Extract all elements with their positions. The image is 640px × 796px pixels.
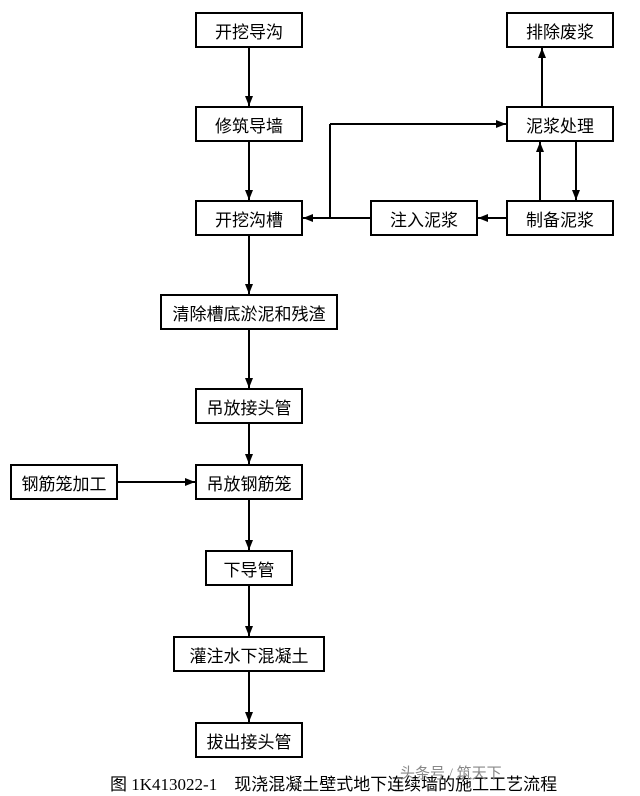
flow-node-n7: 下导管 <box>205 550 293 586</box>
flow-node-n8: 灌注水下混凝土 <box>173 636 325 672</box>
flow-node-n3: 开挖沟槽 <box>195 200 303 236</box>
flow-node-n10: 排除废浆 <box>506 12 614 48</box>
flow-node-n2: 修筑导墙 <box>195 106 303 142</box>
flow-node-n6: 吊放钢筋笼 <box>195 464 303 500</box>
flow-node-n1: 开挖导沟 <box>195 12 303 48</box>
flow-node-n4: 清除槽底淤泥和残渣 <box>160 294 338 330</box>
flow-node-n11: 泥浆处理 <box>506 106 614 142</box>
flow-node-n14: 钢筋笼加工 <box>10 464 118 500</box>
flow-node-n9: 拔出接头管 <box>195 722 303 758</box>
flow-node-n5: 吊放接头管 <box>195 388 303 424</box>
flow-node-n12: 制备泥浆 <box>506 200 614 236</box>
watermark-text: 头条号 / 筑天下 <box>400 762 502 783</box>
flow-node-n13: 注入泥浆 <box>370 200 478 236</box>
